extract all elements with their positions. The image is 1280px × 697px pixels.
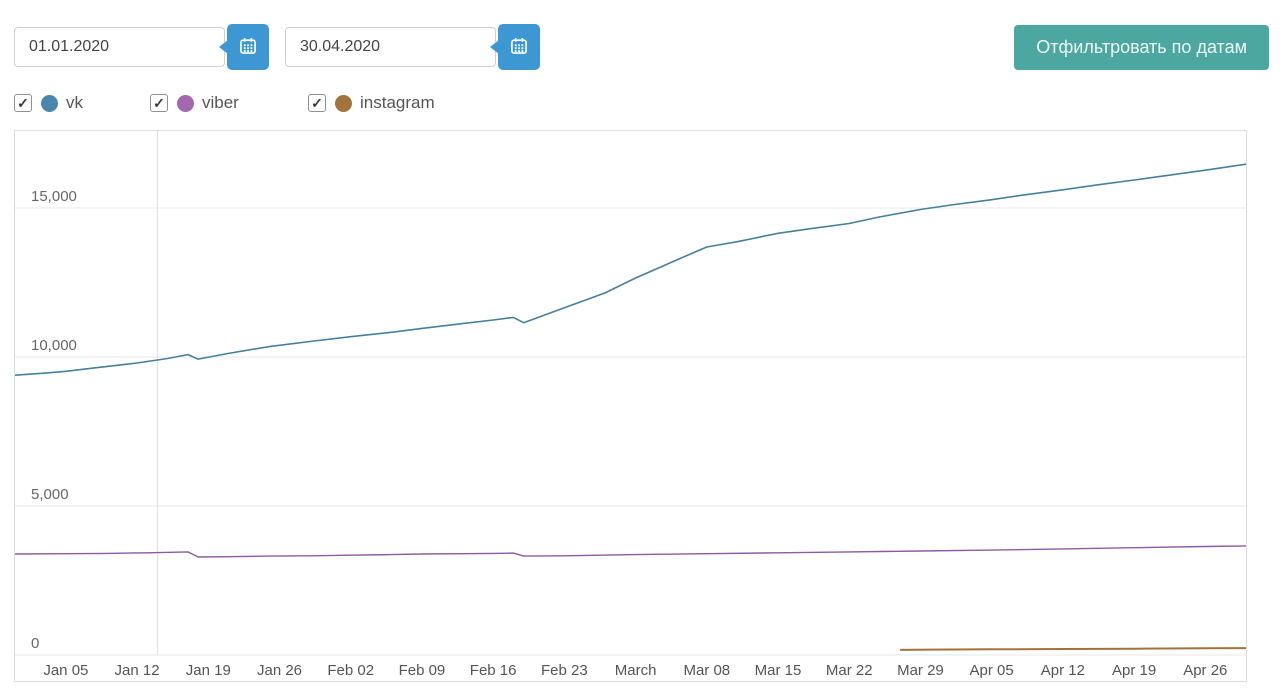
x-axis-tick-label: Mar 22: [826, 662, 873, 679]
x-axis-tick-label: Feb 23: [541, 662, 588, 679]
calendar-icon: [509, 36, 529, 59]
series-line-vk: [15, 163, 1246, 376]
series-line-instagram: [900, 647, 1246, 651]
line-chart: 0 5,000 10,000 15,000 Jan 05 Jan 12 Jan 19 Jan …: [14, 130, 1247, 682]
x-axis-tick-label: Apr 12: [1041, 662, 1085, 679]
legend-item-instagram[interactable]: instagram: [308, 92, 435, 114]
vk-checkbox[interactable]: [14, 94, 32, 112]
x-axis-tick-label: March: [615, 662, 657, 679]
x-axis-tick-label: Jan 26: [257, 662, 302, 679]
instagram-series-dot: [335, 94, 352, 112]
y-axis-tick-label: 10,000: [31, 337, 77, 354]
x-axis-tick-label: Apr 05: [970, 662, 1014, 679]
date-to-calendar-button[interactable]: [490, 24, 540, 70]
date-from-input[interactable]: [14, 27, 225, 67]
calendar-icon: [238, 36, 258, 59]
x-axis-tick-label: Feb 16: [470, 662, 517, 679]
filter-by-dates-button[interactable]: Отфильтровать по датам: [1014, 25, 1269, 70]
viber-checkbox[interactable]: [150, 94, 168, 112]
legend-item-viber[interactable]: viber: [150, 92, 239, 114]
y-axis-tick-label: 15,000: [31, 188, 77, 205]
calendar-button-arrow: [219, 40, 228, 54]
x-axis-tick-label: Feb 02: [327, 662, 374, 679]
vk-legend-label: vk: [66, 93, 83, 112]
x-axis-tick-label: Mar 15: [755, 662, 802, 679]
x-axis-tick-label: Mar 08: [683, 662, 730, 679]
x-axis-tick-label: Apr 19: [1112, 662, 1156, 679]
x-axis-tick-label: Feb 09: [399, 662, 446, 679]
instagram-checkbox[interactable]: [308, 94, 326, 112]
series-line-viber: [15, 545, 1246, 558]
instagram-legend-label: instagram: [360, 93, 435, 112]
x-axis-tick-label: Apr 26: [1183, 662, 1227, 679]
calendar-button-arrow: [490, 40, 499, 54]
x-axis-tick-label: Jan 12: [115, 662, 160, 679]
y-axis-tick-label: 5,000: [31, 486, 69, 503]
date-to-input[interactable]: [285, 27, 496, 67]
viber-legend-label: viber: [202, 93, 239, 112]
x-axis-tick-label: Jan 19: [186, 662, 231, 679]
date-from-calendar-button[interactable]: [219, 24, 269, 70]
y-axis-tick-label: 0: [31, 635, 39, 652]
x-axis-tick-label: Jan 05: [43, 662, 88, 679]
legend-item-vk[interactable]: vk: [14, 92, 83, 114]
chart-canvas: 0 5,000 10,000 15,000 Jan 05 Jan 12 Jan 19 Jan …: [15, 131, 1246, 679]
viber-series-dot: [177, 94, 194, 112]
vk-series-dot: [41, 94, 58, 112]
x-axis-tick-label: Mar 29: [897, 662, 944, 679]
